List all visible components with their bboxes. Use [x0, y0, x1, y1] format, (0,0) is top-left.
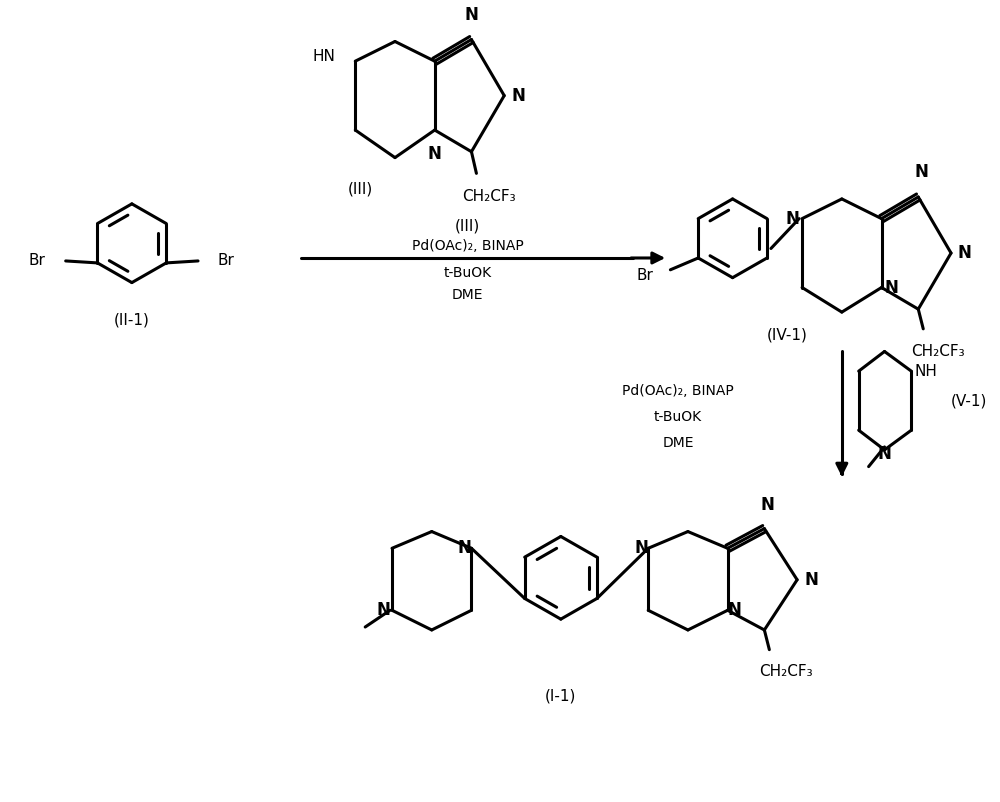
Text: N: N [376, 602, 390, 619]
Text: HN: HN [313, 49, 335, 63]
Text: N: N [428, 145, 442, 163]
Text: N: N [458, 539, 471, 557]
Text: N: N [958, 244, 972, 262]
Text: N: N [914, 164, 928, 181]
Text: N: N [511, 87, 525, 104]
Text: N: N [465, 6, 478, 24]
Text: Pd(OAc)₂, BINAP: Pd(OAc)₂, BINAP [412, 239, 523, 253]
Text: CH₂CF₃: CH₂CF₃ [463, 189, 516, 204]
Text: N: N [804, 571, 818, 589]
Text: (IV-1): (IV-1) [767, 327, 808, 342]
Text: Br: Br [218, 253, 235, 269]
Text: (I-1): (I-1) [545, 688, 577, 703]
Text: NH: NH [914, 363, 937, 379]
Text: (V-1): (V-1) [951, 393, 987, 408]
Text: CH₂CF₃: CH₂CF₃ [759, 664, 813, 679]
Text: t-BuOK: t-BuOK [654, 411, 702, 424]
Text: N: N [878, 445, 891, 463]
Text: N: N [760, 496, 774, 514]
Text: N: N [885, 278, 898, 297]
Text: (II-1): (II-1) [114, 313, 150, 327]
Text: N: N [728, 602, 742, 619]
Text: Br: Br [29, 253, 46, 269]
Text: Pd(OAc)₂, BINAP: Pd(OAc)₂, BINAP [622, 384, 734, 398]
Text: N: N [634, 539, 648, 557]
Text: (III): (III) [455, 219, 480, 234]
Text: (III): (III) [348, 181, 373, 196]
Text: CH₂CF₃: CH₂CF₃ [911, 343, 965, 358]
Text: N: N [785, 209, 799, 228]
Text: t-BuOK: t-BuOK [443, 265, 492, 280]
Text: DME: DME [452, 289, 483, 302]
Text: DME: DME [662, 436, 694, 450]
Text: Br: Br [637, 268, 654, 283]
